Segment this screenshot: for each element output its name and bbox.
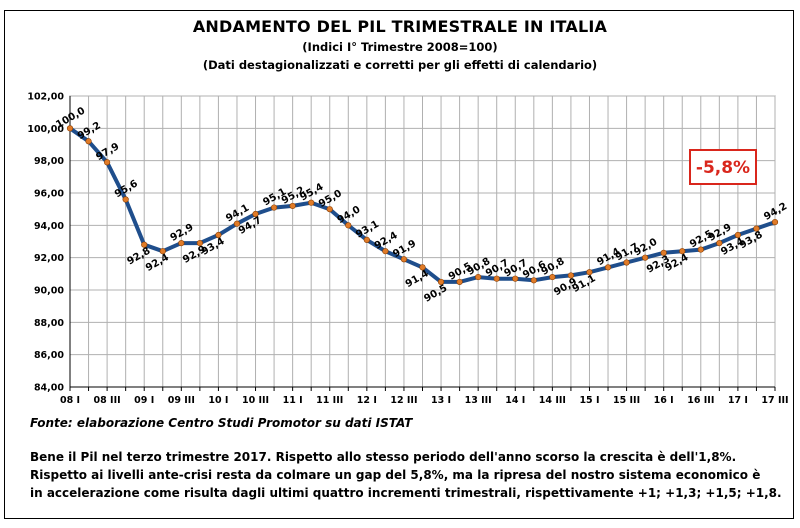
y-tick-label: 100,00 [27,124,64,135]
data-point [567,272,575,279]
x-tick-label: 12 I [357,395,377,406]
y-tick-label: 96,00 [34,189,64,200]
data-point [196,240,203,247]
data-point [493,275,500,282]
data-labels: 100,099,297,995,692,892,492,992,993,494,… [54,105,789,304]
data-point [308,199,315,206]
data-point [604,264,612,271]
x-axis: 08 I 08 III 09 I 09 III 10 I 10 III 11 I 11 III… [60,386,789,406]
data-point [178,240,185,247]
data-point [734,231,741,239]
x-tick-label: 10 III [242,395,269,406]
data-point [586,269,593,276]
data-label: 90,5 [422,283,449,305]
chart-subtitle-index: (Indici I° Trimestre 2008=100) [302,40,498,54]
data-point [437,278,445,286]
data-point [382,248,389,255]
data-point [549,273,556,281]
data-point [345,222,352,229]
data-point [289,202,296,210]
data-point [141,241,148,248]
data-point [66,125,74,132]
y-tick-label: 92,00 [34,253,64,264]
data-label: 91,4 [404,268,431,290]
x-tick-label: 15 III [613,395,640,406]
commentary-line: Rispetto ai livelli ante-crisi resta da … [30,468,761,482]
y-tick-label: 98,00 [34,156,64,167]
y-tick-label: 86,00 [34,350,64,361]
data-point [326,206,333,213]
annotation-box [689,149,757,185]
x-tick-label: 11 III [316,395,343,406]
data-point [215,231,222,239]
x-tick-label: 13 I [431,395,451,406]
annotation: -5,8% [689,149,757,185]
data-point [270,204,278,211]
data-point [660,249,667,256]
data-point [679,248,686,255]
x-tick-label: 17 III [761,395,788,406]
data-point [104,159,111,166]
data-point [419,264,426,271]
chart-frame [4,10,794,519]
x-tick-label: 14 III [539,395,566,406]
x-tick-label: 17 I [728,395,748,406]
y-tick-label: 84,00 [34,383,64,394]
commentary: Bene il Pil nel terzo trimestre 2017. Ri… [30,448,782,502]
data-point [122,196,129,203]
data-point [85,138,92,145]
data-label: 92,4 [664,252,691,274]
x-tick-label: 12 III [390,395,417,406]
source-note: Fonte: elaborazione Centro Studi Promoto… [30,416,413,430]
grid-lines [69,95,776,388]
x-tick-label: 08 I [60,395,80,406]
data-point [753,225,760,232]
data-point [623,259,630,266]
x-tick-label: 08 III [94,395,121,406]
x-tick-label: 15 I [579,395,599,406]
commentary-line: Bene il Pil nel terzo trimestre 2017. Ri… [30,450,737,464]
y-tick-label: 90,00 [34,286,64,297]
x-tick-label: 16 III [687,395,714,406]
series-gdp [66,125,779,286]
x-tick-label: 16 I [654,395,674,406]
y-tick-label: 102,00 [27,92,64,103]
y-tick-label: 94,00 [34,221,64,232]
commentary-line: in accelerazione come risulta dagli ulti… [30,486,782,500]
y-axis: 84,00 86,00 88,00 90,00 92,00 94,00 96,00 98,00… [27,92,71,394]
data-point [530,277,537,284]
data-point [252,210,259,218]
data-point [771,219,779,226]
y-tick-label: 88,00 [34,318,64,329]
chart-subtitle-adjustment: (Dati destagionalizzati e corretti per g… [202,58,598,72]
x-tick-label: 14 I [505,395,525,406]
data-point [159,248,166,255]
x-tick-label: 11 I [283,395,303,406]
x-tick-label: 13 III [465,395,492,406]
data-point [642,254,649,261]
x-tick-label: 10 I [208,395,228,406]
x-tick-label: 09 I [134,395,154,406]
data-point [716,240,723,247]
data-point [456,278,463,286]
chart-title: ANDAMENTO DEL PIL TRIMESTRALE IN ITALIA [192,17,608,36]
data-point [475,273,482,281]
annotation-text: -5,8% [696,158,750,178]
data-point [363,236,370,243]
data-point [512,275,519,282]
data-point [400,256,408,263]
x-tick-label: 09 III [168,395,195,406]
data-point [697,246,704,253]
data-point [233,220,241,227]
